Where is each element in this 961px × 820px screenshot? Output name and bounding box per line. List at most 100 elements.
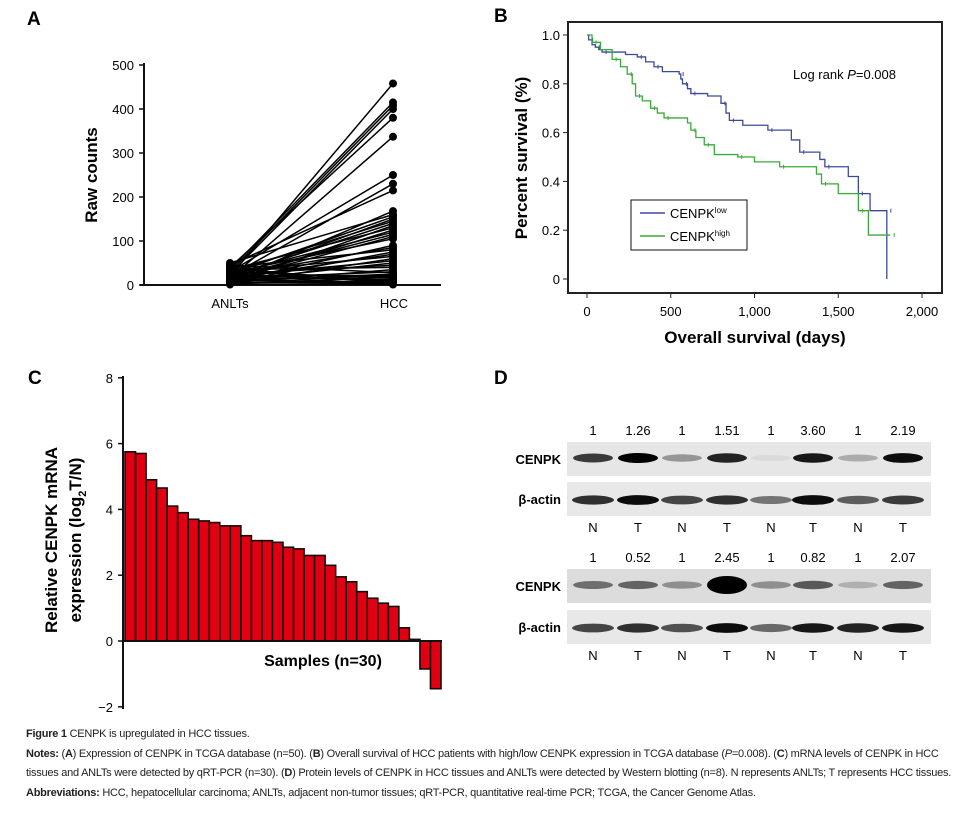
b-y-tick-label: 0.8 [542, 77, 560, 92]
d-actin-band [882, 495, 924, 505]
c-bar [313, 554, 326, 642]
a-y-tick-label: 0 [127, 278, 134, 293]
d-lane-label: T [723, 648, 731, 663]
d-ratio-label: 2.07 [890, 550, 915, 565]
c-bar [229, 525, 242, 642]
a-y-tick-label: 500 [112, 58, 134, 73]
d-cenpk-band [751, 581, 791, 589]
b-x-tick-label: 2,000 [906, 304, 939, 319]
d-actin-band [837, 623, 879, 633]
b-y-tick-label: 0.2 [542, 223, 560, 238]
a-x-tick-hcc: HCC [380, 296, 408, 311]
d-ratio-label: 1 [854, 550, 861, 565]
c-bar [345, 580, 358, 642]
a-y-tick-label: 100 [112, 234, 134, 249]
c-y-tick-label: 2 [106, 568, 113, 583]
a-y-tick-label: 300 [112, 146, 134, 161]
c-bar [145, 478, 158, 642]
b-legend-label-low: CENPKlow [670, 206, 727, 221]
b-y-tick-label: 1.0 [542, 28, 560, 43]
c-bar [366, 597, 379, 642]
panel-a-paired-plot: Raw counts ANLTs HCC 0 100 200 300 400 500 [82, 58, 441, 311]
d-actin-band [750, 496, 792, 504]
d-lane-label: T [899, 648, 907, 663]
d-cenpk-band [573, 453, 613, 463]
d-cenpk-band [838, 581, 878, 589]
a-pair-line [229, 213, 394, 264]
a-y-tick-label: 400 [112, 102, 134, 117]
d-cenpk-band [618, 580, 658, 590]
a-pair-line [229, 227, 394, 271]
b-x-tick-label: 1,500 [822, 304, 855, 319]
c-bar [134, 452, 147, 642]
d-lane-label: N [766, 648, 775, 663]
d-cenpk-band [793, 580, 833, 590]
a-point-hcc [389, 132, 397, 141]
d-actin-band [617, 623, 659, 633]
d-cenpk-band [573, 581, 613, 589]
caption-notes: Notes: (A) Expression of CENPK in TCGA d… [26, 747, 952, 780]
c-bar [124, 451, 137, 642]
c-bar [303, 554, 316, 642]
a-point-hcc [389, 234, 397, 243]
c-bar [197, 520, 211, 642]
c-bar [219, 525, 232, 642]
c-bar [324, 564, 337, 642]
a-point-hcc [389, 179, 397, 188]
caption-title: Figure 1 CENPK is upregulated in HCC tis… [26, 728, 250, 740]
d-actin-band [706, 623, 748, 633]
d-lane-label: N [853, 648, 862, 663]
d-lane-label: N [588, 648, 597, 663]
d-lane-label: T [634, 648, 642, 663]
c-x-axis-label: Samples (n=30) [264, 653, 382, 670]
a-point-anlts [226, 271, 234, 280]
a-point-hcc [389, 186, 397, 195]
d-lane-label: T [723, 520, 731, 535]
d-cenpk-band [838, 454, 878, 462]
a-pair-line [229, 264, 394, 274]
panel-label-d: D [494, 368, 508, 389]
b-legend-label-high: CENPKhigh [670, 229, 730, 244]
a-point-hcc [389, 113, 397, 122]
b-legend: CENPKlow CENPKhigh [630, 199, 748, 251]
d-ratio-label: 1 [767, 423, 774, 438]
d-actin-band [882, 623, 924, 633]
c-bar [166, 505, 179, 642]
c-bar [419, 640, 432, 670]
a-x-tick-anlts: ANLTs [211, 296, 249, 311]
panel-d-western-blot: 1 1.26 1 1.51 1 3.60 1 2.19 CENPK β-actin N T N T N T N T… [515, 423, 931, 663]
c-y-axis-label-line2: expression (log2T/N) [66, 458, 89, 623]
d-cenpk-band [793, 453, 833, 463]
a-pair-line [229, 189, 394, 266]
c-bar [187, 518, 200, 642]
c-bar [355, 590, 369, 642]
c-bar [261, 539, 274, 642]
d-lane-label: N [766, 520, 775, 535]
c-y-tick-label: 0 [106, 634, 113, 649]
b-curve-cenpk-low [587, 34, 888, 279]
a-point-anlts [226, 280, 234, 289]
d-cenpk-band [883, 580, 923, 590]
d-actin-band [792, 623, 834, 633]
b-log-rank-annotation: Log rank P=0.008 [793, 67, 896, 82]
a-point-anlts [226, 264, 234, 273]
d-actin-band [572, 495, 614, 505]
d-lane-label: T [899, 520, 907, 535]
d-lane-label: T [809, 520, 817, 535]
c-bar [376, 602, 390, 642]
b-y-tick-label: 0.4 [542, 174, 560, 189]
d-ratio-label: 1.51 [714, 423, 739, 438]
d-actin-band [661, 623, 703, 633]
c-bar [271, 541, 284, 642]
d-lane-label: N [677, 648, 686, 663]
b-legend-box [630, 199, 748, 251]
b-x-tick-label: 0 [583, 304, 590, 319]
d-cenpk-band [707, 576, 747, 594]
panel-label-c: C [28, 368, 42, 389]
b-curve-cenpk-high [587, 34, 891, 236]
panel-b-survival-plot: Percent survival (%) Overall survival (d… [512, 21, 943, 347]
a-point-hcc [389, 171, 397, 179]
a-pair-line [229, 183, 394, 277]
panel-label-b: B [494, 6, 508, 27]
d-cenpk-band [751, 454, 791, 462]
